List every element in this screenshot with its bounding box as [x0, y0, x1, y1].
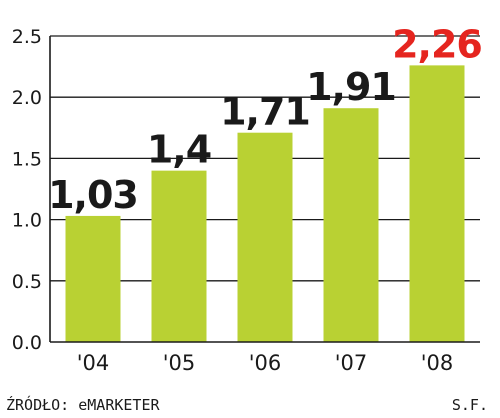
x-tick-labels: '04 '05 '06 '07 '08 [77, 351, 454, 375]
bar [323, 108, 379, 342]
data-label: 1,71 [220, 90, 310, 134]
x-tick-label: '06 [249, 351, 282, 375]
y-tick-label: 1.5 [12, 148, 42, 170]
y-tick-label: 1.0 [12, 210, 42, 232]
bar [237, 132, 293, 342]
y-tick-labels: 0.0 0.5 1.0 1.5 2.0 2.5 [12, 26, 42, 354]
x-tick-label: '05 [163, 351, 196, 375]
x-tick-label: '04 [77, 351, 110, 375]
data-label: 2,26 [392, 22, 482, 66]
bar [65, 215, 121, 342]
source-note: ŹRÓDŁO: eMARKETER [6, 395, 160, 414]
bar [151, 170, 207, 342]
data-label: 1,91 [306, 65, 396, 109]
data-label: 1,03 [48, 173, 138, 217]
x-tick-label: '08 [421, 351, 454, 375]
y-tick-label: 0.5 [12, 271, 42, 293]
data-label: 1,4 [147, 128, 211, 172]
axes [49, 36, 480, 343]
bar [409, 65, 465, 342]
data-labels: 1,031,41,711,912,26 [48, 22, 483, 217]
x-tick-label: '07 [335, 351, 368, 375]
author-credit: S.F. [452, 396, 488, 414]
y-tick-label: 2.0 [12, 87, 42, 109]
y-tick-label: 2.5 [12, 26, 42, 48]
y-tick-label: 0.0 [12, 332, 42, 354]
bars [65, 65, 465, 342]
